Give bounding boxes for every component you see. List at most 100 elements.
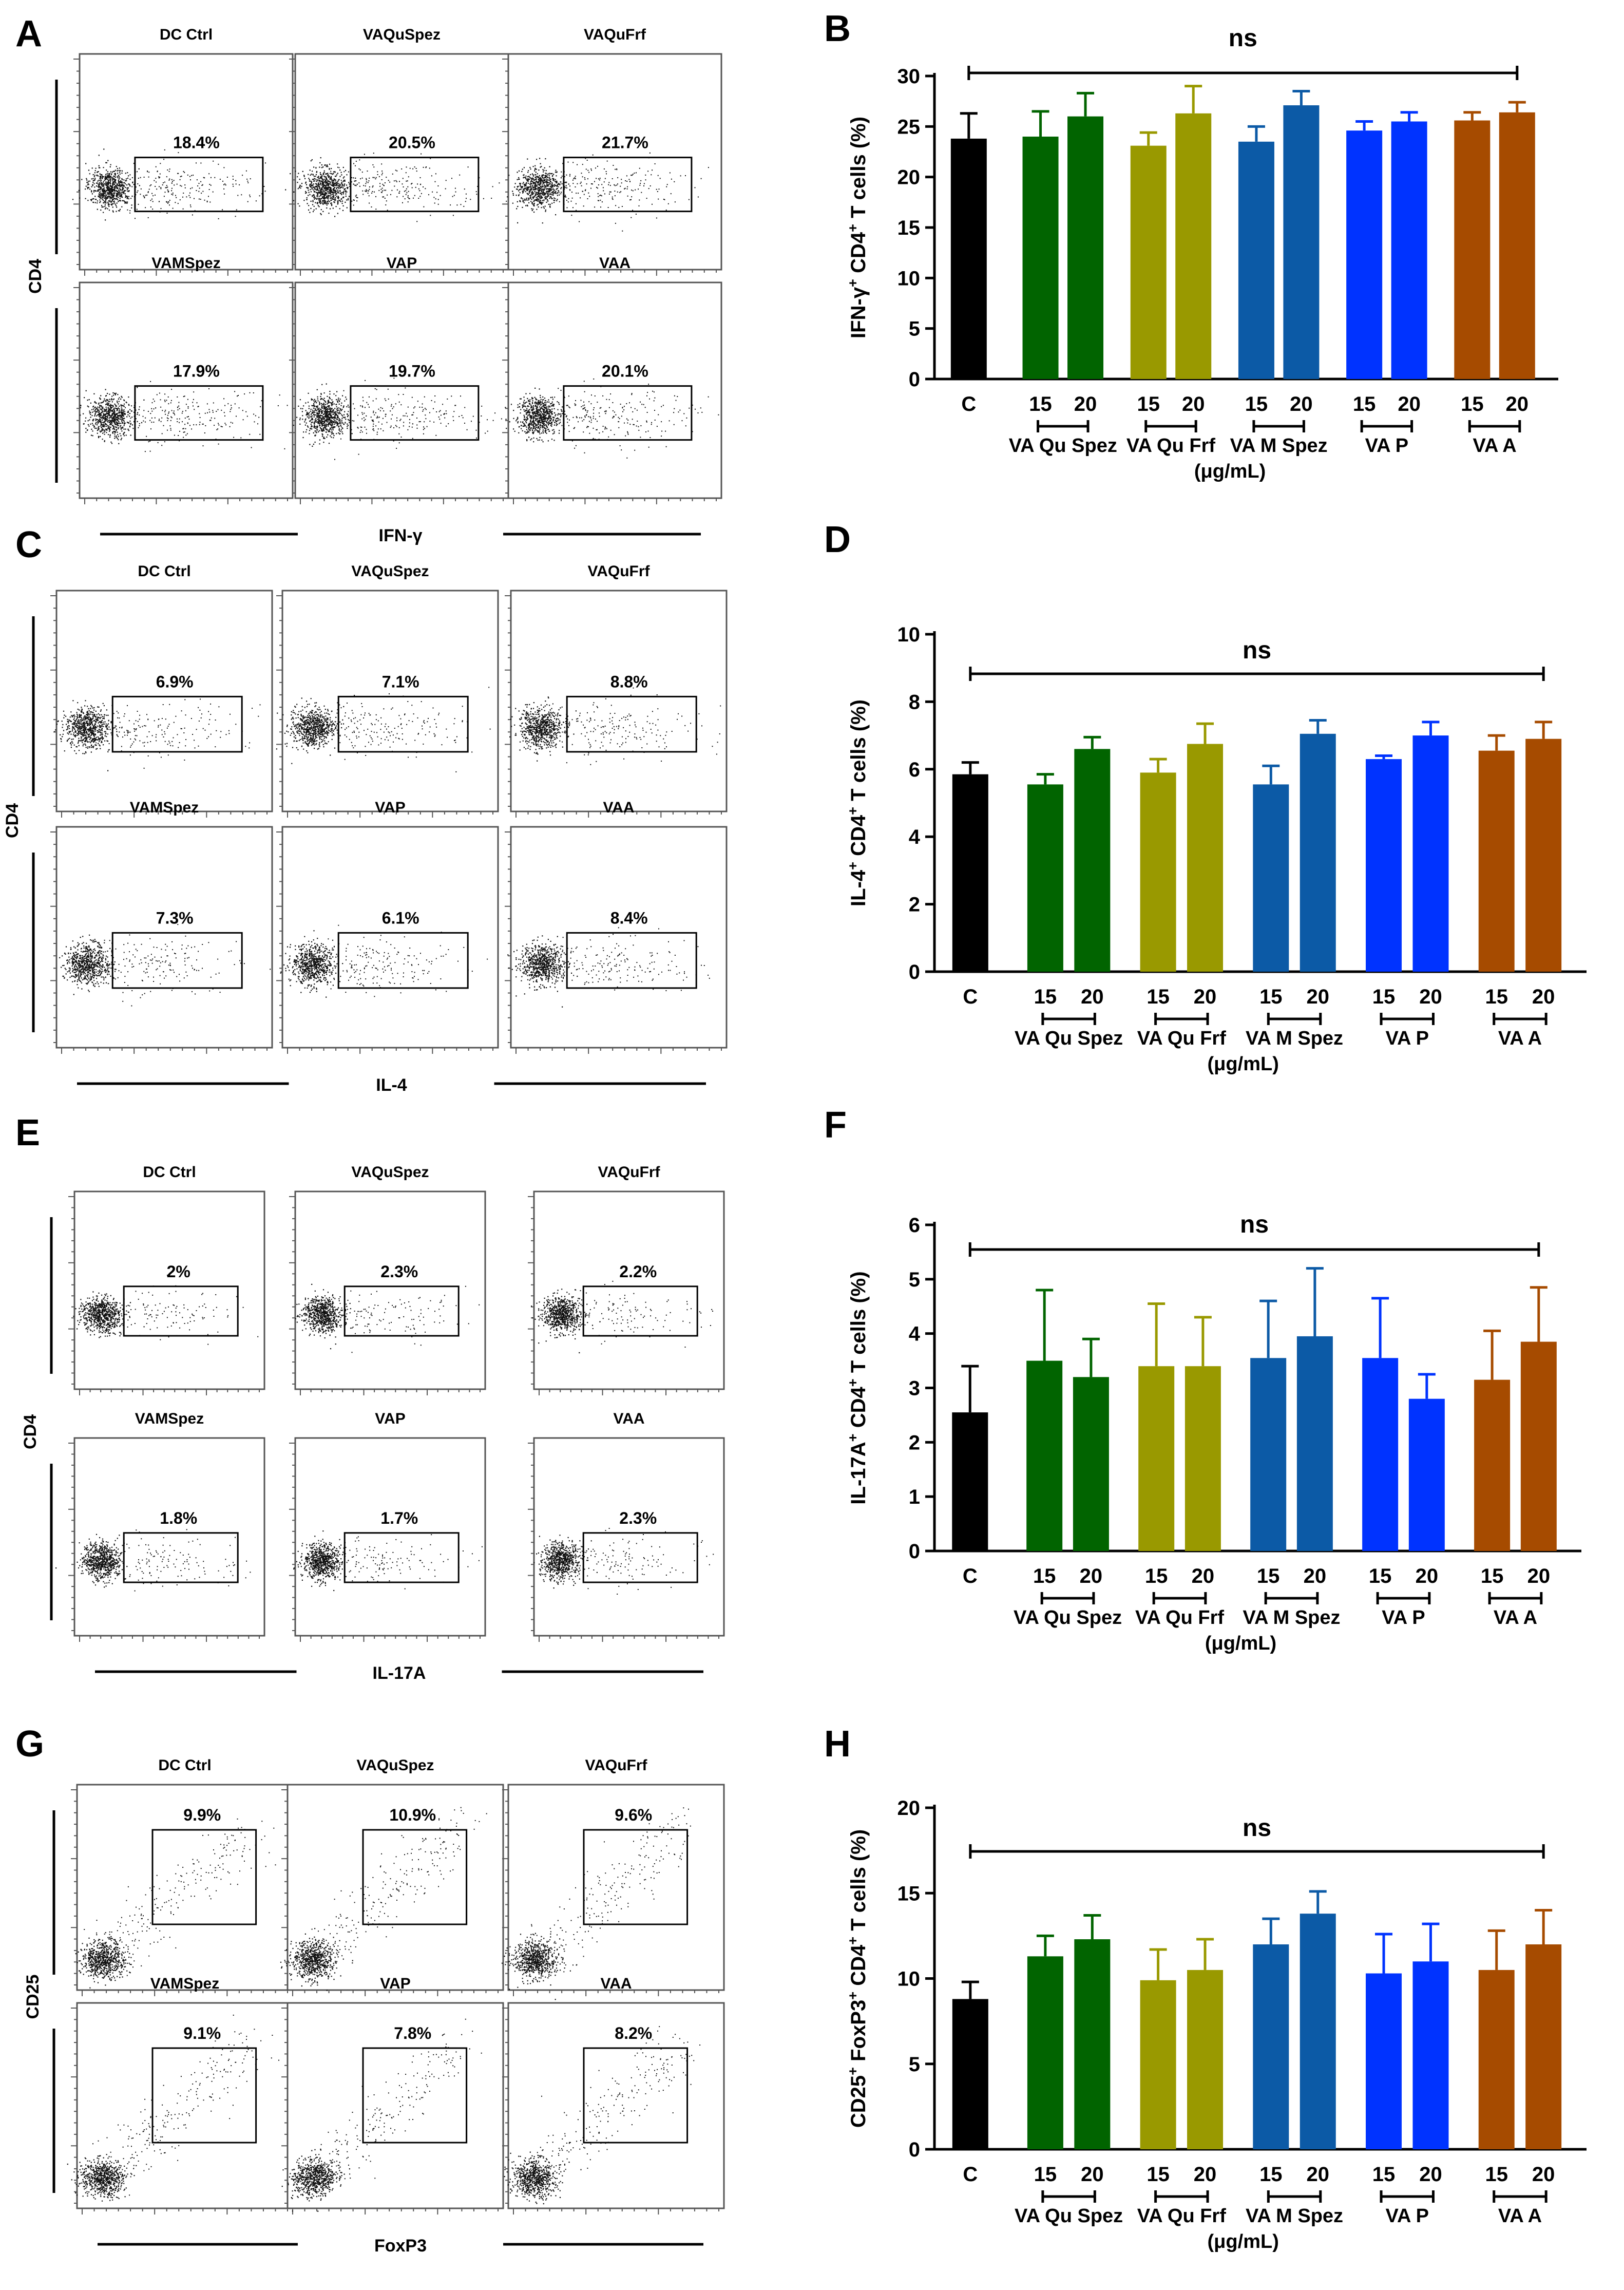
plot-frame xyxy=(79,53,294,271)
panel-label-d: D xyxy=(824,519,851,560)
gate-box xyxy=(362,1829,468,1925)
event-dots xyxy=(509,687,721,765)
gate-percent: 2% xyxy=(167,1262,190,1281)
gate-percent: 8.4% xyxy=(610,909,648,927)
group-label: VA Qu Frf xyxy=(1137,2205,1226,2227)
x-tick-label: 15 xyxy=(1257,1565,1280,1587)
plot-title: VAP xyxy=(387,255,417,272)
plot-frame xyxy=(281,826,499,1049)
x-tick-label: 20 xyxy=(1527,1565,1551,1587)
unit-label: (μg/mL) xyxy=(1205,1633,1276,1654)
y-axis-label: CD25 xyxy=(23,1975,43,2019)
panel-label-a: A xyxy=(15,13,42,54)
x-tick-label: 15 xyxy=(1029,393,1052,415)
gate-percent: 20.5% xyxy=(389,134,435,152)
y-tick-label: 5 xyxy=(909,318,920,340)
x-tick-label: 20 xyxy=(1182,393,1205,415)
group-label: VA A xyxy=(1498,1028,1542,1049)
plot-frame xyxy=(281,590,499,812)
gate-percent: 7.1% xyxy=(382,672,419,691)
event-dots xyxy=(54,698,261,771)
plot-title: VAP xyxy=(380,1975,410,1992)
group-label: VA P xyxy=(1365,435,1408,457)
gate-percent: 10.9% xyxy=(389,1806,436,1824)
significance-label: ns xyxy=(1243,637,1271,664)
plot-frame xyxy=(55,590,273,812)
gate-box xyxy=(566,932,697,989)
bar xyxy=(952,1999,988,2149)
bar xyxy=(952,774,988,972)
group-label: VA A xyxy=(1498,2205,1542,2227)
group-label: VA A xyxy=(1494,1607,1537,1629)
gate-percent: 7.8% xyxy=(394,2024,431,2042)
x-tick-label: 15 xyxy=(1147,2163,1170,2186)
dot-plot: VAQuSpez 7.1% xyxy=(276,563,499,818)
x-tick-label: 20 xyxy=(1307,986,1330,1008)
group-label: VA P xyxy=(1386,1028,1429,1049)
event-dots xyxy=(73,1275,259,1345)
gate-box xyxy=(343,1285,460,1337)
dot-plot: VAQuFrf 21.7% xyxy=(502,26,722,276)
plot-frame xyxy=(73,1190,265,1390)
plot-frame xyxy=(294,1437,486,1637)
dot-plot: VAP 6.1% xyxy=(276,799,499,1054)
x-tick-label: 20 xyxy=(1398,393,1421,415)
plot-title: VAQuSpez xyxy=(363,26,441,43)
group-label: VA Qu Spez xyxy=(1015,2205,1123,2227)
bar xyxy=(1499,112,1535,380)
dot-plot: VAP 19.7% xyxy=(289,255,509,504)
gate-box xyxy=(123,1532,239,1583)
plot-title: VAQuFrf xyxy=(598,1164,660,1181)
flow-panel-g: FoxP3 CD25 DC Ctrl 9.9% VAQuSpez 10.9% VAQuFrf… xyxy=(23,1757,725,2256)
dot-plot: VAMSpez 17.9% xyxy=(73,255,294,504)
x-tick-label: 15 xyxy=(1245,393,1268,415)
bar xyxy=(1454,120,1491,380)
gate-box xyxy=(566,695,697,753)
gate-percent: 7.3% xyxy=(156,909,194,927)
dot-plot: VAMSpez 7.3% xyxy=(50,799,273,1054)
plot-title: VAQuFrf xyxy=(587,563,650,580)
x-tick-label: 20 xyxy=(1192,1565,1215,1587)
y-axis-label: CD4 xyxy=(21,1414,40,1449)
x-tick-label: 20 xyxy=(1194,2163,1217,2186)
y-axis-label: CD25+ FoxP3+ CD4+ T cells (%) xyxy=(845,1829,870,2128)
dot-plot: VAQuSpez 2.3% xyxy=(289,1164,486,1395)
x-tick-label: C xyxy=(961,393,976,415)
plot-title: VAMSpez xyxy=(150,1975,219,1992)
bar xyxy=(1408,1398,1445,1551)
x-tick-label: 15 xyxy=(1485,2163,1508,2186)
x-axis-label: IL-17A xyxy=(373,1663,426,1683)
dot-plot: DC Ctrl 18.4% xyxy=(72,26,294,276)
gate-box xyxy=(582,1285,698,1337)
gate-percent: 18.4% xyxy=(173,134,220,152)
panel-label-e: E xyxy=(15,1112,40,1153)
x-tick-label: C xyxy=(963,986,978,1008)
gate-percent: 9.6% xyxy=(615,1806,652,1824)
significance-label: ns xyxy=(1240,1211,1269,1238)
y-tick-label: 15 xyxy=(897,1882,921,1905)
gate-percent: 21.7% xyxy=(602,134,648,152)
plot-frame xyxy=(510,590,728,812)
dot-plot: VAA 8.2% xyxy=(502,1975,725,2215)
bar xyxy=(1474,1379,1511,1551)
bar xyxy=(1525,1944,1562,2149)
gate-box xyxy=(337,695,469,753)
panel-label-f: F xyxy=(824,1105,847,1146)
y-tick-label: 10 xyxy=(897,623,921,646)
y-tick-label: 8 xyxy=(909,691,920,713)
bar xyxy=(1184,1366,1221,1551)
gate-percent: 9.1% xyxy=(183,2024,221,2042)
y-tick-label: 10 xyxy=(897,267,921,290)
x-tick-label: 15 xyxy=(1137,393,1160,415)
gate-percent: 6.9% xyxy=(156,672,194,691)
y-tick-label: 6 xyxy=(909,759,920,781)
bar xyxy=(1366,759,1402,972)
dot-plot: VAP 7.8% xyxy=(281,1975,504,2215)
unit-label: (μg/mL) xyxy=(1194,461,1266,482)
panel-label-h: H xyxy=(824,1724,851,1765)
x-tick-label: 20 xyxy=(1419,986,1442,1008)
gate-percent: 17.9% xyxy=(173,362,220,381)
plot-title: DC Ctrl xyxy=(143,1164,196,1181)
gate-box xyxy=(582,1532,698,1583)
x-tick-label: 20 xyxy=(1307,2163,1330,2186)
